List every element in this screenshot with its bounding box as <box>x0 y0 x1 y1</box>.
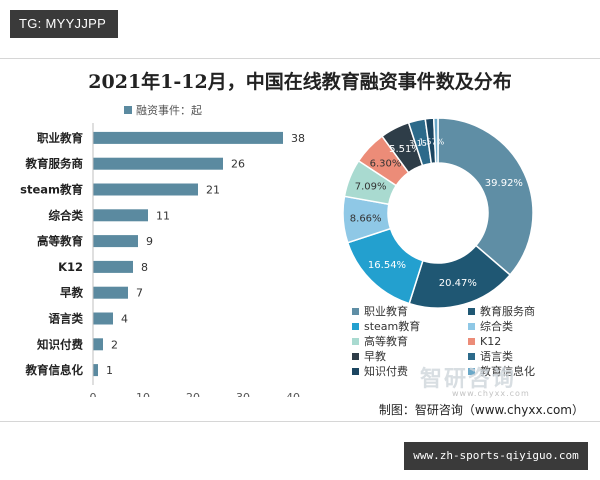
bar <box>93 312 113 325</box>
pie-legend-swatch <box>468 353 475 360</box>
donut-data-label: 5.51% <box>389 144 421 155</box>
chart-card: 2021年1-12月，中国在线教育融资事件数及分布 融资事件：起 职业教育 38 教… <box>0 58 600 422</box>
pie-legend-item: K12 <box>468 335 582 349</box>
bar-category-label: 语言类 <box>49 312 84 326</box>
pie-legend: 职业教育 教育服务商 steam教育 综合类高等教育 K12 早教 语言类知识付费 教育信息化 <box>352 305 582 379</box>
pie-legend-label: 语言类 <box>480 350 513 363</box>
chart-title: 2021年1-12月，中国在线教育融资事件数及分布 <box>88 71 512 93</box>
bar <box>93 157 223 170</box>
bar <box>93 364 98 377</box>
tg-tag: TG: MYYJJPP <box>10 10 118 38</box>
bar <box>93 183 198 196</box>
bar-category-label: 教育服务商 <box>25 157 84 171</box>
pie-legend-item: 高等教育 <box>352 335 468 349</box>
bar-category-label: K12 <box>58 260 83 274</box>
bar-value-label: 26 <box>231 158 245 171</box>
bar-category-label: steam教育 <box>20 183 83 197</box>
pie-legend-swatch <box>468 308 475 315</box>
donut-data-label: 3.15% <box>409 139 435 148</box>
site-link[interactable]: www.zh-sports-qiyiguo.com <box>404 442 588 470</box>
pie-legend-label: steam教育 <box>364 320 421 333</box>
pie-legend-item: 知识付费 <box>352 365 468 379</box>
watermark-url: www.chyxx.com <box>452 389 530 398</box>
bar-category-label: 早教 <box>60 286 83 300</box>
donut-data-label: 7.09% <box>355 182 387 193</box>
bar-value-label: 38 <box>291 132 305 145</box>
pie-legend-label: 高等教育 <box>364 335 408 348</box>
pie-legend-item: 综合类 <box>468 320 582 334</box>
pie-legend-label: 早教 <box>364 350 386 363</box>
bar-legend: 融资事件：起 <box>124 102 202 118</box>
bar-legend-label: 融资事件：起 <box>136 104 202 117</box>
pie-legend-swatch <box>352 323 359 330</box>
donut-chart: 39.92% 20.47% 16.54% 8.66% 7.09% 6.30% 5.51%3.… <box>342 117 534 309</box>
bar-category-label: 高等教育 <box>37 234 83 248</box>
pie-legend-item: 职业教育 <box>352 305 468 319</box>
pie-legend-swatch <box>352 353 359 360</box>
donut-data-label: 6.30% <box>370 158 402 169</box>
bar-value-label: 2 <box>111 338 118 351</box>
bar-category-label: 职业教育 <box>37 131 83 145</box>
pie-legend-label: 职业教育 <box>364 305 408 318</box>
pie-legend-label: 教育服务商 <box>480 305 535 318</box>
bar-value-label: 11 <box>156 209 170 222</box>
watermark-logo: 智研咨询 <box>420 367 517 392</box>
pie-legend-swatch <box>352 368 359 375</box>
pie-legend-label: 知识付费 <box>364 365 408 378</box>
pie-legend-label: K12 <box>480 335 502 348</box>
bar-value-label: 4 <box>121 313 128 326</box>
bar <box>93 338 103 351</box>
bar <box>93 260 133 273</box>
pie-legend-label: 综合类 <box>480 320 513 333</box>
donut-data-label: 1.57% <box>419 137 445 146</box>
bar <box>93 235 138 248</box>
x-tick-label: 40 <box>286 391 300 397</box>
pie-legend-swatch <box>468 368 475 375</box>
pie-legend-item: 教育服务商 <box>468 305 582 319</box>
bar-value-label: 21 <box>206 184 220 197</box>
pie-legend-swatch <box>468 323 475 330</box>
bar-category-label: 知识付费 <box>36 337 83 351</box>
source-caption: 制图：智研咨询（www.chyxx.com） <box>378 403 584 417</box>
donut-slice <box>437 117 534 276</box>
pie-legend-swatch <box>468 338 475 345</box>
pie-legend-label: 教育信息化 <box>480 365 535 378</box>
bar-value-label: 7 <box>136 287 143 300</box>
pie-legend-item: 教育信息化 <box>468 365 582 379</box>
bar <box>93 209 148 222</box>
x-tick-label: 30 <box>236 391 250 397</box>
x-tick-label: 20 <box>186 391 200 397</box>
pie-legend-swatch <box>352 338 359 345</box>
donut-data-label: 20.47% <box>439 278 477 289</box>
bar-category-label: 综合类 <box>49 208 84 222</box>
pie-legend-item: 早教 <box>352 350 468 364</box>
bar-legend-swatch <box>124 106 132 114</box>
bar <box>93 286 128 299</box>
pie-legend-item: steam教育 <box>352 320 468 334</box>
bar-category-label: 教育信息化 <box>25 363 84 377</box>
pie-legend-swatch <box>352 308 359 315</box>
x-tick-label: 0 <box>90 391 97 397</box>
x-tick-label: 10 <box>136 391 150 397</box>
donut-data-label: 16.54% <box>368 260 406 271</box>
bar-value-label: 8 <box>141 261 148 274</box>
bar-value-label: 9 <box>146 235 153 248</box>
bar <box>93 131 283 144</box>
pie-legend-item: 语言类 <box>468 350 582 364</box>
donut-data-label: 8.66% <box>350 214 382 225</box>
donut-slice <box>432 117 439 164</box>
bar-value-label: 1 <box>106 364 113 377</box>
donut-data-label: 39.92% <box>485 178 523 189</box>
